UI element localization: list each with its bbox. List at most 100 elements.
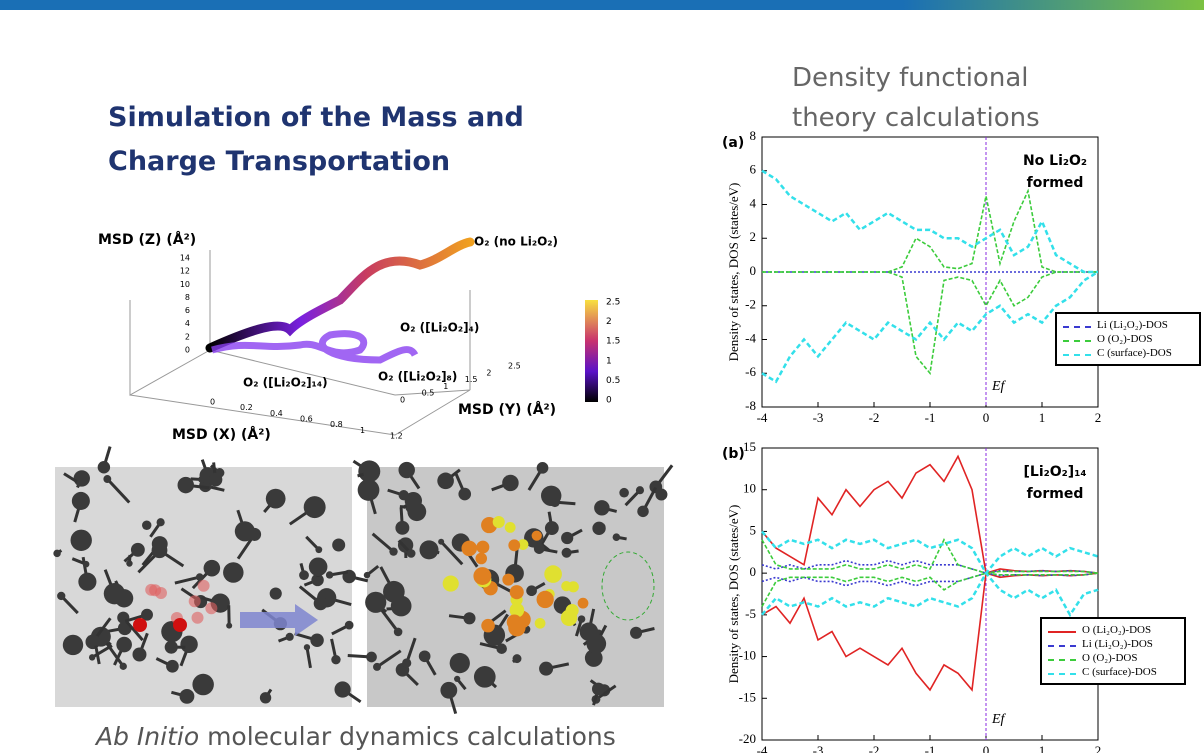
atom [164, 640, 178, 654]
y-axis-label: Density of states, DOS (states/eV) [726, 183, 741, 362]
atom [132, 647, 147, 662]
dos-line [762, 188, 1098, 273]
axis-label: MSD (X) (Å²) [172, 426, 271, 443]
atom [325, 571, 334, 579]
annotation: O₂ ([Li₂O₂]₁₄) [243, 376, 328, 390]
tick-label: 8 [185, 293, 190, 302]
bond [371, 532, 395, 553]
dos-line [762, 271, 1098, 376]
right-heading: Density functional theory calculations [792, 63, 1040, 133]
bond [105, 642, 125, 668]
atom [180, 635, 198, 654]
tick-label: 14 [180, 254, 190, 263]
dos-line [761, 270, 1099, 384]
atom [526, 585, 537, 597]
y-tick-label: -15 [739, 689, 756, 704]
tick-label: 0 [185, 346, 190, 355]
o-atom [205, 602, 218, 615]
y-tick-label: -2 [745, 297, 756, 312]
legend-text: Li (Li₂O₂)-DOS [1097, 319, 1168, 331]
atom [541, 485, 562, 506]
tick-label: 0 [210, 398, 215, 407]
atom [334, 681, 351, 698]
cluster-atom [502, 573, 515, 586]
y-tick-label: 2 [750, 229, 757, 244]
atom [440, 681, 458, 699]
atom [103, 582, 126, 605]
atom [311, 573, 324, 587]
cluster-atom [504, 521, 516, 533]
legend-key [1048, 631, 1076, 633]
x-tick-label: 1 [1039, 410, 1046, 425]
atom [365, 591, 387, 613]
y-tick-label: 0 [750, 263, 757, 278]
atom [612, 533, 621, 541]
legend-entry: Li (Li₂O₂)-DOS [1048, 638, 1178, 650]
panel-label: (a) [722, 135, 744, 151]
tick-label: 2.5 [606, 298, 620, 308]
arrow [240, 604, 318, 636]
atom [454, 675, 461, 683]
cluster-atom [577, 597, 589, 609]
x-tick-label: 2 [1095, 410, 1102, 425]
caption-text: molecular dynamics calculations [207, 722, 616, 751]
atom [142, 520, 152, 530]
atom [166, 659, 179, 673]
tick-label: 1.5 [465, 375, 478, 384]
atom [103, 475, 112, 483]
atom [53, 549, 61, 558]
x-tick-label: 1 [1039, 743, 1046, 753]
atom [536, 461, 549, 474]
atom [544, 521, 559, 535]
legend-key [1063, 326, 1091, 328]
cluster-atom [506, 614, 522, 630]
atom [313, 596, 328, 611]
legend-entry: C (surface)-DOS [1063, 347, 1193, 359]
atom [310, 633, 324, 647]
axis-label: MSD (Z) (Å²) [98, 231, 196, 248]
atom [649, 480, 663, 494]
o-atom [188, 595, 201, 608]
annotation: formed [1027, 486, 1084, 502]
atom [366, 651, 377, 663]
tick-label: 2 [606, 317, 612, 327]
atom [71, 491, 90, 510]
cluster-atom [536, 590, 554, 609]
o-atom [197, 579, 210, 592]
atom [437, 472, 454, 490]
axis-label: MSD (Y) (Å²) [458, 401, 556, 418]
atom [458, 487, 472, 501]
tick-label: 0.2 [240, 403, 253, 412]
atom [463, 612, 476, 625]
tick-label: 0.5 [606, 376, 620, 386]
dos-line [761, 570, 1099, 618]
panel-label: (b) [722, 446, 745, 462]
atom [265, 488, 286, 509]
cluster-atom [531, 530, 542, 541]
bond [106, 477, 131, 504]
atom [363, 571, 371, 579]
y-tick-label: -6 [745, 364, 756, 379]
atom [89, 635, 101, 646]
atom [151, 542, 168, 559]
cluster-atom [544, 565, 562, 583]
atom [592, 521, 606, 536]
atom [418, 650, 431, 663]
atom [539, 661, 554, 676]
y-tick-label: -10 [739, 648, 756, 663]
tick-label: 1 [443, 382, 448, 391]
colorbar [585, 300, 598, 402]
atom [97, 460, 111, 474]
o-atom [149, 584, 162, 597]
x-tick-label: -3 [813, 410, 824, 425]
msd-axes-frame [129, 250, 471, 436]
atom [449, 652, 470, 674]
atom [259, 692, 272, 704]
atom [192, 673, 214, 696]
atom [561, 531, 574, 545]
atom [390, 595, 412, 617]
legend-text: Li (Li₂O₂)-DOS [1082, 638, 1153, 650]
atom [398, 461, 415, 479]
bond [440, 540, 464, 566]
trajectory-li2o2 [211, 330, 419, 364]
